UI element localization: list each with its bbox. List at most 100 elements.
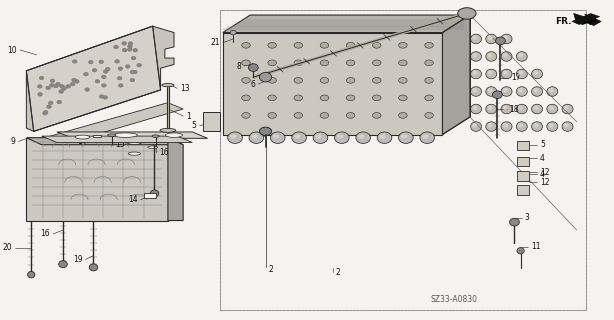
Ellipse shape — [28, 271, 35, 278]
Ellipse shape — [472, 70, 477, 75]
Ellipse shape — [160, 128, 176, 132]
Ellipse shape — [532, 104, 543, 114]
Ellipse shape — [503, 53, 508, 57]
Ellipse shape — [294, 77, 303, 83]
Ellipse shape — [133, 70, 138, 74]
Ellipse shape — [547, 104, 558, 114]
Ellipse shape — [103, 70, 108, 73]
Ellipse shape — [472, 53, 477, 57]
Ellipse shape — [126, 65, 130, 68]
Polygon shape — [168, 138, 183, 220]
Ellipse shape — [518, 53, 523, 57]
Ellipse shape — [534, 70, 538, 75]
Ellipse shape — [131, 56, 136, 60]
Ellipse shape — [398, 95, 407, 101]
Ellipse shape — [47, 105, 52, 108]
Ellipse shape — [115, 60, 119, 63]
Ellipse shape — [260, 72, 271, 82]
Polygon shape — [144, 194, 156, 198]
Ellipse shape — [488, 123, 492, 127]
Polygon shape — [223, 15, 470, 33]
Ellipse shape — [122, 42, 126, 45]
Ellipse shape — [252, 134, 258, 139]
Ellipse shape — [128, 44, 133, 48]
Ellipse shape — [92, 69, 96, 72]
Text: 4: 4 — [540, 170, 545, 179]
Ellipse shape — [39, 76, 44, 80]
Ellipse shape — [128, 48, 132, 51]
Ellipse shape — [37, 92, 42, 96]
Ellipse shape — [398, 113, 407, 118]
Ellipse shape — [532, 87, 543, 96]
Ellipse shape — [503, 123, 508, 127]
Text: 6: 6 — [251, 80, 255, 89]
Ellipse shape — [85, 88, 89, 91]
Text: 21: 21 — [210, 38, 220, 47]
Ellipse shape — [128, 42, 133, 45]
Ellipse shape — [377, 132, 392, 143]
Ellipse shape — [119, 84, 123, 87]
Ellipse shape — [125, 65, 130, 68]
Ellipse shape — [320, 43, 328, 48]
Text: 7: 7 — [249, 135, 254, 144]
Ellipse shape — [492, 91, 502, 99]
Polygon shape — [572, 13, 600, 25]
Ellipse shape — [137, 64, 141, 67]
Ellipse shape — [373, 43, 381, 48]
Polygon shape — [26, 26, 174, 131]
Ellipse shape — [85, 88, 90, 92]
Ellipse shape — [60, 85, 64, 88]
Ellipse shape — [249, 64, 258, 71]
Ellipse shape — [488, 53, 492, 57]
Ellipse shape — [337, 134, 343, 139]
Ellipse shape — [534, 88, 538, 92]
Ellipse shape — [114, 45, 119, 49]
Ellipse shape — [66, 85, 71, 88]
Ellipse shape — [127, 48, 132, 52]
Ellipse shape — [292, 132, 306, 143]
Ellipse shape — [122, 48, 127, 52]
Ellipse shape — [49, 101, 53, 105]
Ellipse shape — [564, 106, 569, 110]
Ellipse shape — [50, 79, 55, 82]
Ellipse shape — [114, 45, 119, 49]
Ellipse shape — [470, 87, 481, 96]
Ellipse shape — [501, 104, 512, 114]
Ellipse shape — [516, 87, 527, 96]
Ellipse shape — [59, 90, 63, 93]
Ellipse shape — [517, 248, 524, 254]
Ellipse shape — [401, 134, 407, 139]
Ellipse shape — [268, 60, 276, 66]
Ellipse shape — [472, 88, 477, 92]
Ellipse shape — [564, 123, 569, 127]
Ellipse shape — [503, 36, 508, 40]
Ellipse shape — [549, 123, 553, 127]
Ellipse shape — [486, 52, 497, 61]
Ellipse shape — [549, 88, 553, 92]
Ellipse shape — [503, 88, 508, 92]
Ellipse shape — [294, 60, 303, 66]
Ellipse shape — [501, 34, 512, 44]
Ellipse shape — [130, 70, 135, 74]
Text: 15: 15 — [115, 140, 125, 149]
Ellipse shape — [516, 104, 527, 114]
Ellipse shape — [268, 113, 276, 118]
Polygon shape — [45, 103, 183, 145]
Ellipse shape — [47, 105, 51, 108]
Polygon shape — [573, 13, 601, 26]
Ellipse shape — [89, 264, 98, 271]
Ellipse shape — [562, 104, 573, 114]
Ellipse shape — [99, 95, 104, 99]
Ellipse shape — [118, 67, 123, 70]
Ellipse shape — [59, 261, 68, 268]
Ellipse shape — [549, 106, 553, 110]
Polygon shape — [26, 26, 161, 131]
Ellipse shape — [42, 111, 47, 115]
Ellipse shape — [516, 69, 527, 79]
Polygon shape — [443, 15, 470, 134]
Ellipse shape — [313, 132, 328, 143]
Ellipse shape — [56, 100, 61, 104]
Text: 12: 12 — [540, 168, 550, 177]
Text: 2: 2 — [268, 265, 273, 275]
Ellipse shape — [495, 37, 505, 45]
